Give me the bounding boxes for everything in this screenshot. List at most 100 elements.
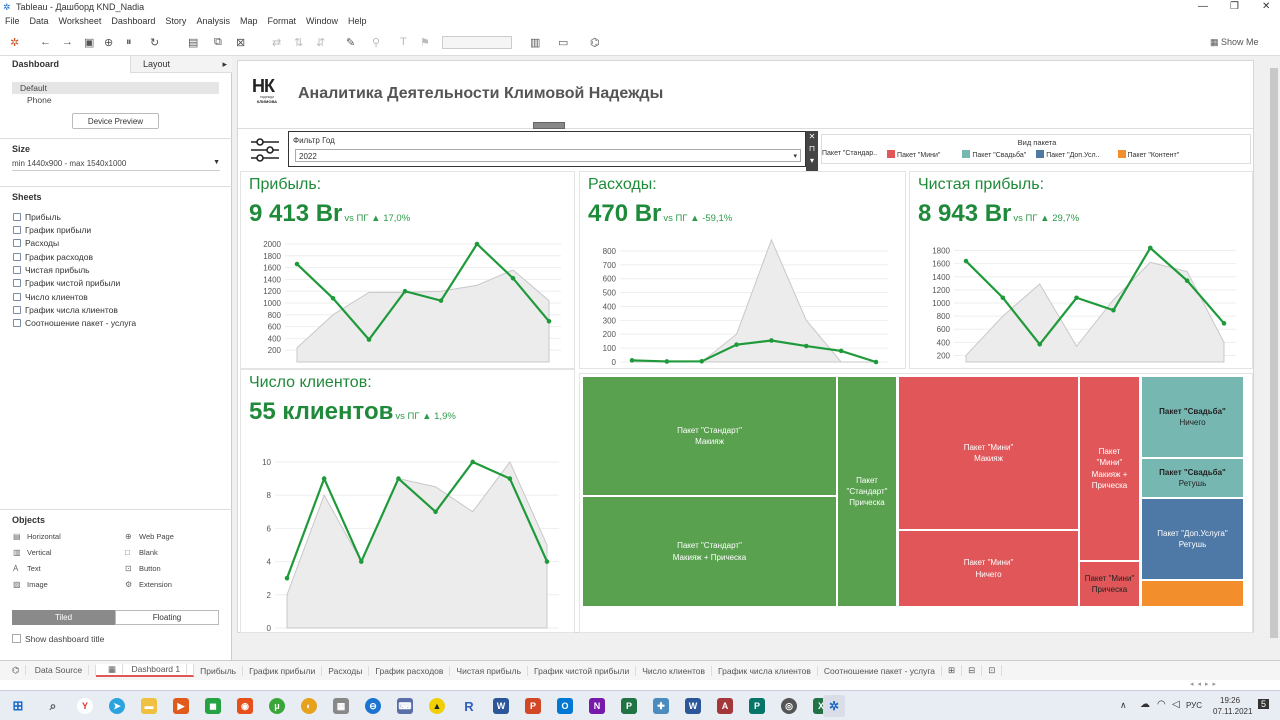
tab-nav-icons[interactable]: ◂◂▸▸ xyxy=(1190,681,1221,688)
undo-icon[interactable]: ← xyxy=(40,36,51,48)
sheet-item[interactable]: Число клиентов xyxy=(13,292,88,302)
tab-dashboard[interactable]: Dashboard xyxy=(0,56,130,73)
object-image[interactable]: ▨ Image xyxy=(13,580,48,589)
sheet-item[interactable]: Чистая прибыль xyxy=(13,265,90,275)
sort-asc-icon[interactable]: ⇅ xyxy=(294,37,304,49)
sheet-item[interactable]: Прибыль xyxy=(13,212,61,222)
onenote-icon[interactable]: N xyxy=(589,698,605,714)
telegram-icon[interactable]: ➤ xyxy=(109,698,125,714)
tiled-toggle[interactable]: Tiled xyxy=(12,610,115,625)
pin-icon[interactable]: ⊓ xyxy=(808,144,816,153)
maximize-icon[interactable]: ❐ xyxy=(1230,1,1239,12)
app-icon[interactable]: ▶ xyxy=(173,698,189,714)
show-me-button[interactable]: ▦ Show Me xyxy=(1210,37,1259,48)
device-preview-button[interactable]: Device Preview xyxy=(72,113,159,129)
torrent-icon[interactable]: μ xyxy=(269,698,285,714)
app-icon[interactable]: ◎ xyxy=(781,698,797,714)
tab-sheet[interactable]: Прибыль xyxy=(194,665,244,676)
treemap-cell[interactable]: Пакет "Мини" Ничего xyxy=(898,530,1079,607)
menu-format[interactable]: Format xyxy=(267,16,296,26)
treemap-cell[interactable]: Пакет "Стандарт" Макияж xyxy=(582,376,837,496)
menu-dashboard[interactable]: Dashboard xyxy=(111,16,156,26)
treemap-cell[interactable]: Пакет "Мини" Макияж xyxy=(898,376,1079,530)
tab-sheet[interactable]: Расходы xyxy=(322,665,370,676)
scrollbar-thumb[interactable] xyxy=(1270,68,1278,638)
legend-item[interactable]: Пакет "Доп.Усл.. xyxy=(1036,150,1100,159)
sheet-item[interactable]: Расходы xyxy=(13,238,59,248)
sheet-item[interactable]: График чистой прибыли xyxy=(13,278,120,288)
sheet-item[interactable]: График прибыли xyxy=(13,225,91,235)
start-icon[interactable]: ⊞ xyxy=(12,698,24,713)
notification-icon[interactable]: 5 xyxy=(1258,699,1270,709)
legend-item[interactable]: Пакет "Мини" xyxy=(887,150,940,159)
sort-desc-icon[interactable]: ⇵ xyxy=(316,37,326,49)
device-phone[interactable]: Phone xyxy=(27,95,52,105)
tableau-taskbar-icon[interactable]: ✲ xyxy=(823,695,845,717)
sheet-item[interactable]: График числа клиентов xyxy=(13,305,118,315)
wifi-icon[interactable]: ◠ xyxy=(1157,699,1166,710)
publisher-icon[interactable]: P xyxy=(749,698,765,714)
tray-chevron-icon[interactable]: ∧ xyxy=(1120,700,1127,710)
language-indicator[interactable]: РУС xyxy=(1186,701,1203,710)
object-web-page[interactable]: ⊕ Web Page xyxy=(125,532,174,541)
sheet-item[interactable]: График расходов xyxy=(13,252,93,262)
yandex-icon[interactable]: Y xyxy=(77,698,93,714)
tab-data-source[interactable]: ⌬ Data Source xyxy=(0,665,97,676)
treemap-cell[interactable]: Пакет "Доп.Услуга" Ретушь xyxy=(1141,498,1244,580)
r-icon[interactable]: R xyxy=(464,698,474,714)
menu-map[interactable]: Map xyxy=(239,16,258,26)
app-icon[interactable]: ⊖ xyxy=(365,698,381,714)
menu-data[interactable]: Data xyxy=(29,16,49,26)
object-horizontal[interactable]: ▤ Horizontal xyxy=(13,532,61,541)
legend-item[interactable]: Пакет "Стандар.. xyxy=(822,150,877,159)
calculator-icon[interactable]: ▦ xyxy=(333,698,349,714)
legend-item[interactable]: Пакет "Свадьба" xyxy=(962,150,1026,159)
word-icon[interactable]: W xyxy=(493,698,509,714)
labels-icon[interactable]: T xyxy=(400,36,407,48)
new-sheet-tab-icon[interactable]: ⊞ xyxy=(942,665,963,676)
app-icon[interactable]: ▲ xyxy=(429,698,445,714)
device-default[interactable]: Default xyxy=(12,82,219,94)
floating-toggle[interactable]: Floating xyxy=(115,610,219,625)
treemap-cell[interactable]: Пакет "Свадьба" Ничего xyxy=(1141,376,1244,458)
tab-sheet[interactable]: Чистая прибыль xyxy=(450,665,529,676)
tab-sheet[interactable]: График расходов xyxy=(369,665,451,676)
search-icon[interactable]: ⌕ xyxy=(49,698,57,713)
clear-sheet-icon[interactable]: ⊠ xyxy=(236,37,246,49)
app-icon[interactable]: ◉ xyxy=(237,698,253,714)
fit-dropdown[interactable] xyxy=(442,36,512,49)
menu-help[interactable]: Help xyxy=(348,16,367,26)
menu-worksheet[interactable]: Worksheet xyxy=(58,16,102,26)
size-dropdown[interactable]: min 1440x900 - max 1540x1000 ▼ xyxy=(12,157,220,171)
menu-story[interactable]: Story xyxy=(165,16,187,26)
menu-window[interactable]: Window xyxy=(305,16,338,26)
highlight-icon[interactable]: ✎ xyxy=(346,37,356,49)
tab-sheet[interactable]: График прибыли xyxy=(243,665,323,676)
tab-layout[interactable]: Layout ▸ xyxy=(130,56,232,73)
access-icon[interactable]: A xyxy=(717,698,733,714)
tab-sheet[interactable]: График числа клиентов xyxy=(712,665,818,676)
vertical-scrollbar[interactable] xyxy=(1268,60,1280,660)
group-icon[interactable]: ⚲ xyxy=(372,37,381,49)
show-title-checkbox[interactable] xyxy=(12,634,21,643)
clock-date[interactable]: 07.11.2021 xyxy=(1213,707,1253,716)
new-story-tab-icon[interactable]: ⊡ xyxy=(982,665,1003,676)
tab-sheet[interactable]: Число клиентов xyxy=(636,665,713,676)
object-extension[interactable]: ⚙ Extension xyxy=(125,580,172,589)
app-icon[interactable]: ◐ xyxy=(301,698,317,714)
treemap-cell[interactable]: Пакет "Свадьба" Ретушь xyxy=(1141,458,1244,498)
close-icon[interactable]: ✕ xyxy=(1262,1,1271,12)
app-icon[interactable]: ◼ xyxy=(205,698,221,714)
sheet-item[interactable]: Соотношение пакет - услуга xyxy=(13,318,136,328)
new-dashboard-tab-icon[interactable]: ⊟ xyxy=(962,665,983,676)
treemap-cell[interactable]: Пакет "Стандарт" Прическа xyxy=(837,376,897,607)
filter-controls[interactable]: ✕ ⊓ ▾ xyxy=(806,131,818,172)
treemap-cell[interactable]: Пакет "Мини" Прическа xyxy=(1079,561,1140,607)
treemap-cell[interactable]: Пакет "Мини" Макияж + Прическа xyxy=(1079,376,1140,561)
new-datasource-icon[interactable]: ⊕ xyxy=(104,37,114,49)
tab-dashboard-1[interactable]: ▦ Dashboard 1 xyxy=(96,664,195,677)
filter-year-select[interactable]: 2022 ▾ xyxy=(295,149,801,162)
clock-time[interactable]: 19:26 xyxy=(1220,696,1241,705)
drag-handle[interactable] xyxy=(533,122,565,129)
menu-file[interactable]: File xyxy=(5,16,20,26)
